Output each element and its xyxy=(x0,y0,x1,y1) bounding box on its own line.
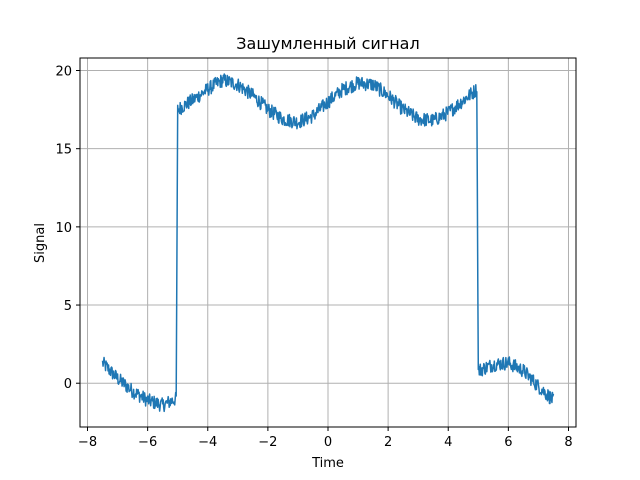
y-tick-label: 10 xyxy=(55,221,72,236)
tick-layer: −8 −6 −4 −2 0 2 4 6 8 0 5 10 15 20 xyxy=(55,65,572,450)
x-tick-label: 8 xyxy=(564,435,572,450)
series-line-0 xyxy=(101,73,555,413)
y-tick-label: 5 xyxy=(64,299,72,314)
chart-title: Зашумленный сигнал xyxy=(236,34,419,53)
y-tick-label: 15 xyxy=(55,143,72,158)
x-tick-label: 6 xyxy=(504,435,512,450)
y-tick-label: 0 xyxy=(64,377,72,392)
x-tick-label: −2 xyxy=(258,435,277,450)
x-axis-label: Time xyxy=(311,456,344,471)
x-tick-label: 0 xyxy=(324,435,332,450)
plot-layer xyxy=(101,73,555,413)
y-axis-label: Signal xyxy=(33,223,48,263)
x-tick-label: 2 xyxy=(384,435,392,450)
x-tick-label: −8 xyxy=(78,435,97,450)
x-tick-label: 4 xyxy=(444,435,452,450)
y-tick-label: 20 xyxy=(55,65,72,80)
grid-layer xyxy=(80,58,576,427)
x-tick-label: −6 xyxy=(138,435,157,450)
x-tick-label: −4 xyxy=(198,435,217,450)
